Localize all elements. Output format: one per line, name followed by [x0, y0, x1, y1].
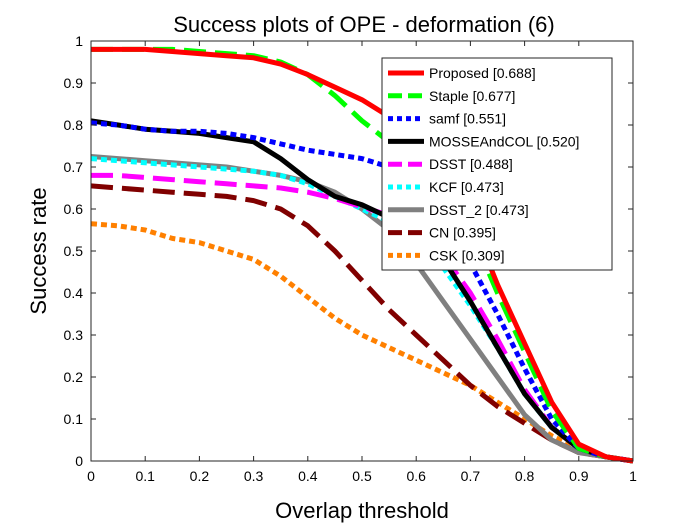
- y-tick-label: 0.5: [64, 243, 84, 259]
- y-tick-label: 0.6: [64, 201, 84, 217]
- legend: Proposed [0.688] Staple [0.677] samf [0.55…: [381, 57, 613, 271]
- x-tick-label: 0.3: [244, 468, 264, 484]
- y-axis-label: Success rate: [26, 187, 51, 314]
- y-tick-label: 0.3: [64, 327, 84, 343]
- x-tick-label: 0.4: [298, 468, 318, 484]
- legend-label-0: Proposed [0.688]: [429, 65, 536, 81]
- y-tick-label: 0.1: [64, 411, 84, 427]
- legend-label-2: samf [0.551]: [429, 111, 506, 127]
- series-line-5: [90, 156, 634, 464]
- x-axis-label: Overlap threshold: [275, 498, 449, 523]
- x-tick-label: 0.9: [569, 468, 589, 484]
- series-layer: [90, 46, 634, 464]
- series-line-1: [91, 46, 634, 464]
- x-tick-label: 0: [87, 468, 95, 484]
- legend-label-8: CSK [0.309]: [429, 247, 505, 263]
- legend-label-1: Staple [0.677]: [429, 88, 515, 104]
- x-tick-label: 0.5: [352, 468, 372, 484]
- y-tick-label: 1: [75, 33, 83, 49]
- y-tick-label: 0.8: [64, 117, 84, 133]
- y-tick-label: 0.7: [64, 159, 84, 175]
- x-tick-label: 0.6: [406, 468, 426, 484]
- legend-items: Proposed [0.688] Staple [0.677] samf [0.55…: [388, 65, 579, 263]
- y-tick-label: 0.4: [64, 285, 84, 301]
- x-tick-label: 0.7: [461, 468, 481, 484]
- legend-label-6: DSST_2 [0.473]: [429, 202, 529, 218]
- x-tick-label: 1: [629, 468, 637, 484]
- x-tick-label: 0.8: [515, 468, 535, 484]
- legend-label-7: CN [0.395]: [429, 225, 496, 241]
- series-line-0: [91, 46, 634, 464]
- legend-label-3: MOSSEAndCOL [0.520]: [429, 133, 579, 149]
- legend-label-4: DSST [0.488]: [429, 156, 513, 172]
- chart-title: Success plots of OPE - deformation (6): [173, 12, 555, 37]
- series-line-2: [90, 120, 634, 464]
- x-tick-label: 0.1: [135, 468, 155, 484]
- x-tick-label: 0.2: [190, 468, 210, 484]
- y-tick-label: 0.2: [64, 369, 84, 385]
- y-tick-label: 0: [75, 453, 83, 469]
- x-axis-ticks: 0 0.1 0.2 0.3 0.4 0.5 0.6 0.7 0.8 0.9 1: [87, 41, 637, 484]
- legend-label-5: KCF [0.473]: [429, 179, 504, 195]
- y-tick-label: 0.9: [64, 75, 84, 91]
- y-axis-ticks: 0 0.1 0.2 0.3 0.4 0.5 0.6 0.7 0.8 0.9 1: [64, 33, 633, 469]
